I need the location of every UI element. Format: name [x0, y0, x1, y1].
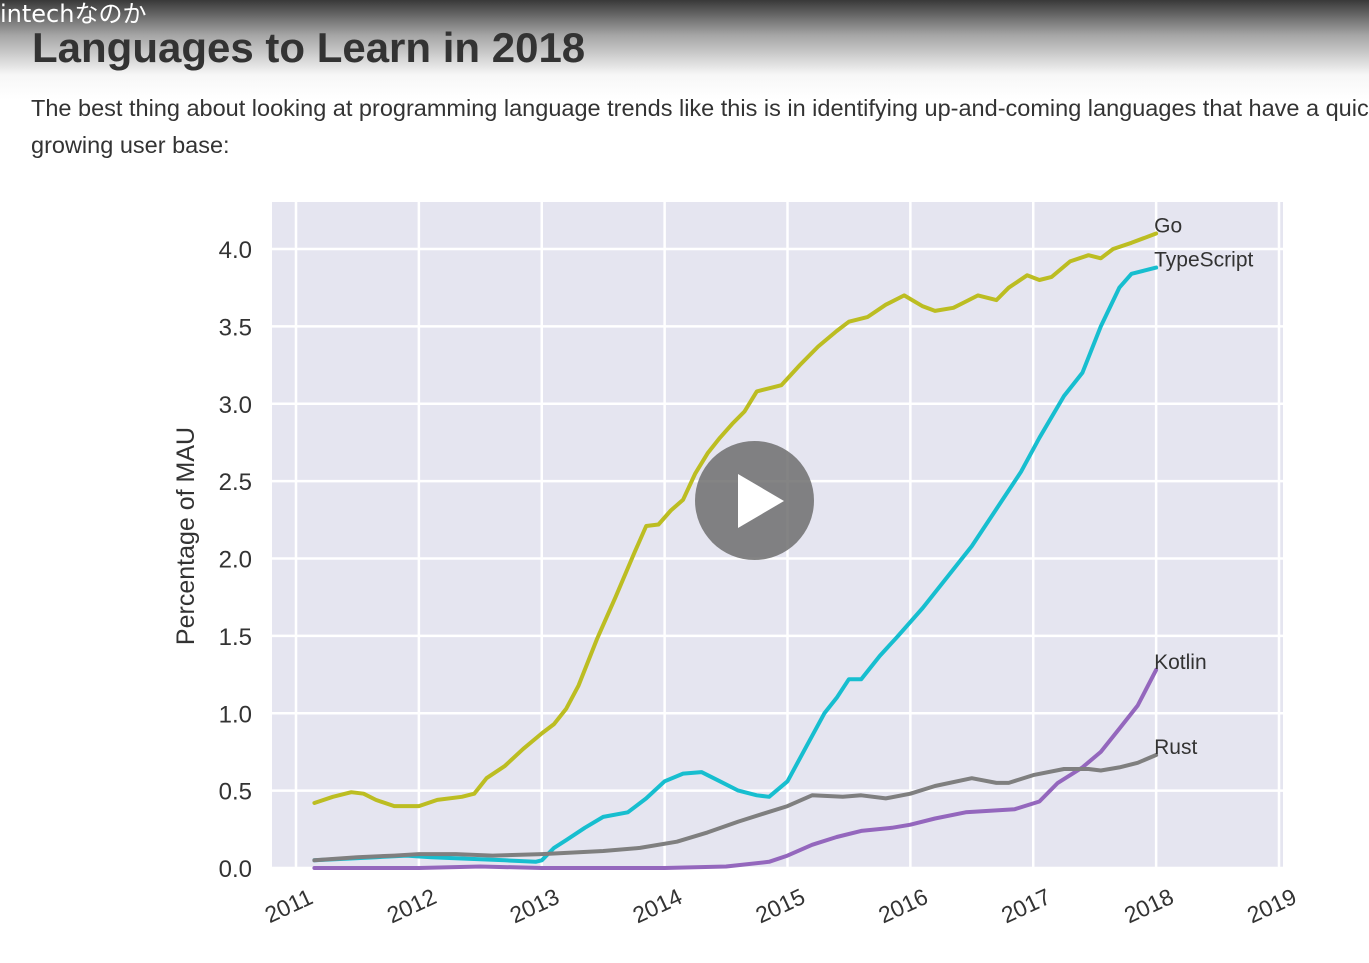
article-paragraph: The best thing about looking at programm… — [31, 95, 1369, 158]
play-icon — [738, 474, 784, 528]
x-tick-label: 2015 — [751, 883, 808, 928]
y-tick-label: 0.5 — [219, 779, 252, 806]
x-tick-label: 2018 — [1120, 883, 1177, 928]
x-tick-label: 2013 — [506, 883, 563, 928]
x-tick-label: 2012 — [383, 883, 440, 928]
y-tick-label: 4.0 — [219, 237, 252, 264]
chart-series — [312, 231, 1159, 870]
x-tick-label: 2016 — [874, 883, 931, 928]
y-axis-ticks: 0.0 0.5 1.0 1.5 2.0 2.5 3.0 3.5 4.0 — [219, 237, 252, 883]
series-label-kotlin: Kotlin — [1154, 651, 1207, 674]
y-tick-label: 1.0 — [219, 701, 252, 728]
y-tick-label: 1.5 — [219, 624, 252, 651]
series-line-typescript — [312, 265, 1159, 864]
y-tick-label: 2.0 — [219, 547, 252, 574]
series-label-typescript: TypeScript — [1154, 249, 1253, 272]
y-tick-label: 2.5 — [219, 469, 252, 496]
play-button[interactable] — [695, 441, 814, 560]
chart-grid — [272, 202, 1283, 870]
x-tick-label: 2011 — [261, 884, 317, 928]
series-label-go: Go — [1154, 215, 1182, 238]
series-line-go — [312, 231, 1159, 809]
y-tick-label: 3.0 — [219, 392, 252, 419]
article-heading: Languages to Learn in 2018 — [32, 24, 586, 71]
y-axis-label: Percentage of MAU — [172, 427, 200, 645]
y-tick-label: 0.0 — [219, 856, 252, 883]
y-tick-label: 3.5 — [219, 314, 252, 341]
video-top-overlay — [0, 0, 1369, 100]
x-tick-label: 2014 — [629, 883, 687, 928]
x-tick-label: 2017 — [997, 883, 1054, 928]
video-title: intechなのか — [0, 0, 147, 28]
x-tick-label: 2019 — [1243, 883, 1300, 928]
series-line-rust — [312, 753, 1159, 863]
x-axis-ticks: 2011 2012 2013 2014 2015 2016 2017 2018 2019 — [261, 883, 1301, 928]
series-labels: Go TypeScript Kotlin Rust — [1154, 215, 1253, 760]
series-label-rust: Rust — [1154, 736, 1197, 759]
